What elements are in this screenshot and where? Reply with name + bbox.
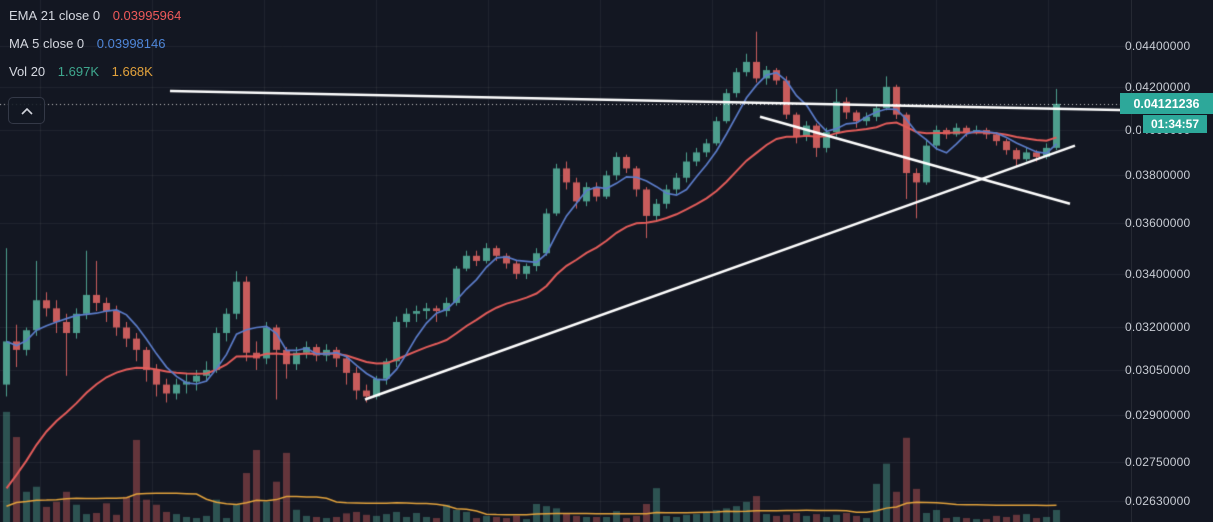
legend-row-volume[interactable]: Vol 20 1.697K 1.668K: [9, 61, 181, 89]
price-axis-label: 0.03400000: [1125, 266, 1191, 281]
indicator-legend: EMA 21 close 0 0.03995964 MA 5 close 0 0…: [9, 5, 181, 89]
ema-value: 0.03995964: [112, 8, 182, 23]
ema-name: EMA: [9, 8, 38, 23]
vol-value-current: 1.697K: [57, 64, 99, 79]
price-axis-label: 0.02630000: [1125, 494, 1191, 509]
legend-row-ema[interactable]: EMA 21 close 0 0.03995964: [9, 5, 181, 33]
price-axis-label: 0.02900000: [1125, 407, 1191, 422]
price-axis-label: 0.03200000: [1125, 320, 1191, 335]
price-axis-label: 0.03800000: [1125, 168, 1191, 183]
legend-row-ma[interactable]: MA 5 close 0 0.03998146: [9, 33, 181, 61]
vol-params: 20: [30, 64, 46, 79]
ma-name: MA: [9, 36, 29, 51]
vol-name: Vol: [9, 64, 28, 79]
price-axis-label: 0.02750000: [1125, 454, 1191, 469]
collapse-legend-button[interactable]: [8, 97, 45, 124]
last-price-badge: 0.04121236: [1120, 93, 1213, 115]
chevron-up-icon: [20, 102, 33, 120]
ma-params: 5 close 0: [32, 36, 85, 51]
ema-params: 21 close 0: [40, 8, 101, 23]
price-axis-label: 0.04400000: [1125, 38, 1191, 53]
vol-ma-value: 1.668K: [111, 64, 153, 79]
price-axis-label: 0.04200000: [1125, 79, 1191, 94]
ma-value: 0.03998146: [96, 36, 166, 51]
price-axis-border: [1131, 0, 1132, 522]
bar-countdown-badge: 01:34:57: [1141, 115, 1207, 134]
price-axis-label: 0.03600000: [1125, 216, 1191, 231]
price-axis-label: 0.03050000: [1125, 362, 1191, 377]
